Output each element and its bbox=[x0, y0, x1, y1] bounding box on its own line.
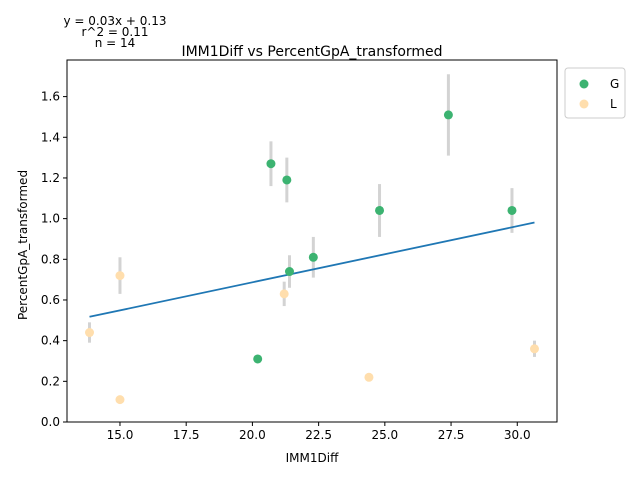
y-tick-label: 0.2 bbox=[41, 374, 60, 388]
y-tick-label: 1.4 bbox=[41, 130, 60, 144]
fit-annotations: y = 0.03x + 0.13r^2 = 0.11n = 14 bbox=[63, 14, 166, 50]
x-axis-label: IMM1Diff bbox=[286, 451, 339, 465]
legend-marker-l bbox=[579, 99, 589, 109]
x-tick-label: 15.0 bbox=[107, 428, 134, 442]
legend-label-g: G bbox=[610, 77, 619, 91]
data-point-l bbox=[85, 328, 95, 338]
data-point-g bbox=[507, 205, 517, 215]
y-tick-label: 0.8 bbox=[41, 252, 60, 266]
y-tick-label: 0.0 bbox=[41, 415, 60, 429]
axes: 15.0 17.5 20.0 22.5 25.0 27.5 30.0 0.0 0.2 0.4 0.6… bbox=[41, 59, 558, 442]
x-tick-label: 30.0 bbox=[504, 428, 531, 442]
chart-title: IMM1Diff vs PercentGpA_transformed bbox=[181, 44, 442, 60]
fit-annotation: n = 14 bbox=[95, 36, 136, 50]
legend: GL bbox=[564, 67, 626, 119]
data-point-g bbox=[443, 110, 453, 120]
data-point-l bbox=[529, 344, 539, 354]
x-tick-label: 22.5 bbox=[305, 428, 332, 442]
y-tick-label: 1.2 bbox=[41, 171, 60, 185]
y-tick-label: 0.4 bbox=[41, 334, 60, 348]
data-point-g bbox=[308, 252, 318, 262]
fit-annotation: r^2 = 0.11 bbox=[81, 25, 148, 39]
data-point-g bbox=[375, 205, 385, 215]
y-tick-label: 1.6 bbox=[41, 90, 60, 104]
data-point-l bbox=[279, 289, 289, 299]
x-tick-label: 27.5 bbox=[438, 428, 465, 442]
plot-area bbox=[85, 74, 539, 405]
regression-line bbox=[89, 221, 535, 318]
fit-annotation: y = 0.03x + 0.13 bbox=[63, 14, 166, 28]
legend-label-l: L bbox=[610, 97, 617, 111]
x-tick-label: 20.0 bbox=[239, 428, 266, 442]
axes-frame bbox=[66, 59, 558, 423]
x-tick-label: 25.0 bbox=[371, 428, 398, 442]
legend-marker-g bbox=[579, 79, 589, 89]
data-point-l bbox=[364, 372, 374, 382]
data-point-g bbox=[266, 159, 276, 169]
data-point-g bbox=[282, 175, 292, 185]
data-point-g bbox=[253, 354, 263, 364]
y-axis-label: PercentGpA_transformed bbox=[16, 170, 30, 320]
y-tick-label: 1.0 bbox=[41, 212, 60, 226]
x-tick-label: 17.5 bbox=[173, 428, 200, 442]
y-tick-label: 0.6 bbox=[41, 293, 60, 307]
data-point-l bbox=[115, 271, 125, 281]
data-point-g bbox=[284, 267, 294, 277]
data-point-l bbox=[115, 395, 125, 405]
